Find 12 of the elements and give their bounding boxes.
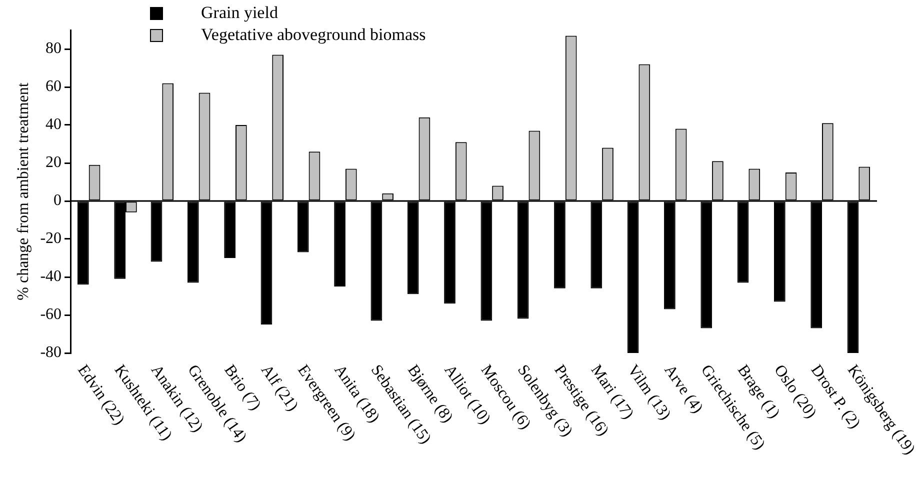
y-tick-label: 40	[46, 116, 62, 134]
y-tick-label: -40	[40, 268, 62, 286]
y-tick-label: 60	[46, 78, 62, 96]
y-tick-label: -60	[40, 306, 62, 324]
y-tick-label: -80	[40, 344, 62, 362]
y-tick-label: -20	[40, 230, 62, 248]
legend-label: Vegetative aboveground biomass	[201, 25, 426, 45]
y-tick-label: 20	[46, 154, 62, 172]
y-tick-label: 0	[54, 192, 62, 210]
y-axis-title: % change from ambient treatment	[14, 82, 32, 300]
y-tick-label: 80	[46, 40, 62, 58]
legend-label: Grain yield	[201, 3, 278, 23]
